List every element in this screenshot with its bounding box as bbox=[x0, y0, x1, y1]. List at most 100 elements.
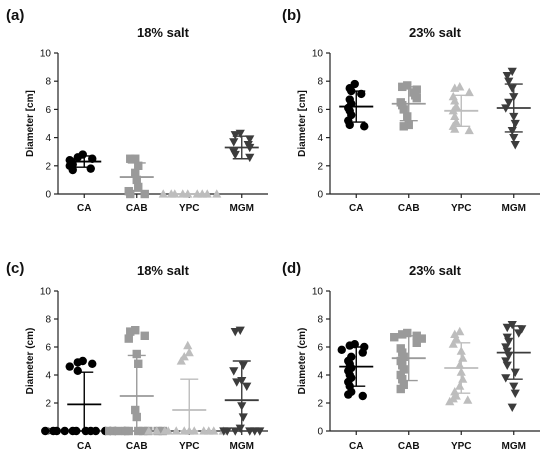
data-point bbox=[507, 67, 517, 77]
y-tick-label: 4 bbox=[317, 371, 323, 382]
data-point bbox=[113, 426, 122, 436]
data-point bbox=[344, 390, 353, 399]
data-point bbox=[41, 426, 50, 436]
data-point bbox=[502, 71, 512, 81]
data-point bbox=[398, 348, 407, 357]
data-point bbox=[212, 189, 222, 198]
category-label: CAB bbox=[126, 203, 148, 214]
y-tick-label: 2 bbox=[317, 399, 323, 410]
data-point bbox=[345, 120, 354, 130]
data-point bbox=[245, 153, 255, 163]
panel-title: 18% salt bbox=[137, 25, 190, 40]
data-point bbox=[140, 189, 149, 199]
data-point bbox=[176, 356, 186, 365]
data-point bbox=[504, 98, 514, 108]
y-tick-label: 4 bbox=[45, 371, 51, 382]
data-point bbox=[403, 328, 412, 338]
category-label: MGM bbox=[230, 203, 254, 214]
data-point bbox=[86, 164, 95, 173]
data-point bbox=[202, 189, 212, 198]
data-point bbox=[458, 374, 468, 383]
panel-label: (a) bbox=[6, 7, 24, 24]
category-label: YPC bbox=[179, 203, 200, 214]
panel-label: (c) bbox=[6, 260, 24, 277]
data-point bbox=[404, 120, 413, 130]
data-point bbox=[464, 87, 474, 97]
data-point bbox=[450, 96, 460, 105]
data-point bbox=[68, 165, 77, 175]
data-point bbox=[510, 119, 520, 129]
data-point bbox=[445, 396, 455, 406]
panel-a: (a) 18% salt Diameter [cm] 0 2 4 6 8 10 CA CAB YPC M… bbox=[6, 7, 268, 214]
data-point bbox=[510, 389, 520, 398]
data-point bbox=[403, 81, 412, 90]
data-point bbox=[412, 338, 421, 347]
data-point bbox=[360, 122, 369, 131]
data-point bbox=[152, 426, 162, 435]
data-point bbox=[126, 154, 135, 163]
category-label: CA bbox=[349, 441, 363, 452]
data-point bbox=[209, 426, 219, 435]
data-point bbox=[504, 337, 514, 347]
data-point bbox=[510, 368, 520, 377]
y-tick-label: 10 bbox=[312, 287, 324, 298]
data-point bbox=[501, 357, 511, 366]
data-point bbox=[509, 134, 519, 143]
y-tick-label: 6 bbox=[317, 105, 323, 116]
data-point bbox=[450, 83, 460, 92]
data-point bbox=[131, 154, 140, 163]
data-point bbox=[455, 360, 465, 369]
y-tick-label: 6 bbox=[45, 105, 51, 116]
data-point bbox=[73, 366, 82, 375]
data-point bbox=[235, 424, 245, 433]
data-point bbox=[126, 327, 135, 336]
data-point bbox=[357, 89, 366, 99]
data-point bbox=[171, 426, 181, 435]
data-point bbox=[509, 382, 519, 391]
data-point bbox=[229, 367, 239, 376]
data-point bbox=[219, 427, 229, 436]
y-tick-label: 8 bbox=[317, 315, 323, 326]
category-label: MGM bbox=[502, 203, 526, 214]
data-point bbox=[73, 358, 82, 367]
data-point bbox=[450, 124, 460, 133]
panel-title: 18% salt bbox=[137, 263, 190, 278]
data-point bbox=[451, 333, 461, 343]
y-tick-label: 0 bbox=[45, 190, 51, 201]
data-point bbox=[105, 426, 114, 436]
panel-title: 23% salt bbox=[409, 25, 462, 40]
y-tick-label: 8 bbox=[45, 77, 51, 88]
data-point bbox=[450, 111, 460, 121]
data-point bbox=[134, 161, 143, 170]
y-axis-label: Diameter (cm) bbox=[297, 328, 308, 395]
data-point bbox=[398, 100, 407, 110]
category-label: CAB bbox=[398, 203, 420, 214]
data-point bbox=[132, 349, 141, 359]
y-axis-label: Diameter [cm] bbox=[25, 90, 36, 157]
data-point bbox=[399, 122, 408, 131]
data-point bbox=[134, 182, 143, 192]
data-point bbox=[417, 334, 426, 343]
y-axis-label: Diameter (cm) bbox=[25, 328, 36, 395]
data-point bbox=[68, 426, 77, 436]
y-tick-label: 2 bbox=[45, 161, 51, 172]
data-point bbox=[131, 168, 140, 178]
category-label: CA bbox=[77, 441, 91, 452]
category-label: CA bbox=[349, 203, 363, 214]
y-tick-label: 2 bbox=[317, 161, 323, 172]
data-point bbox=[60, 426, 69, 436]
data-point bbox=[398, 330, 407, 339]
y-tick-label: 0 bbox=[317, 427, 323, 438]
y-tick-label: 4 bbox=[317, 133, 323, 144]
data-point bbox=[399, 365, 408, 374]
data-point bbox=[238, 361, 248, 370]
data-point bbox=[502, 361, 512, 370]
y-tick-label: 10 bbox=[40, 49, 52, 60]
data-point bbox=[242, 382, 252, 391]
category-label: YPC bbox=[451, 441, 472, 452]
data-point bbox=[126, 189, 135, 199]
data-point bbox=[124, 334, 133, 343]
data-point bbox=[245, 135, 255, 144]
data-point bbox=[412, 93, 421, 103]
